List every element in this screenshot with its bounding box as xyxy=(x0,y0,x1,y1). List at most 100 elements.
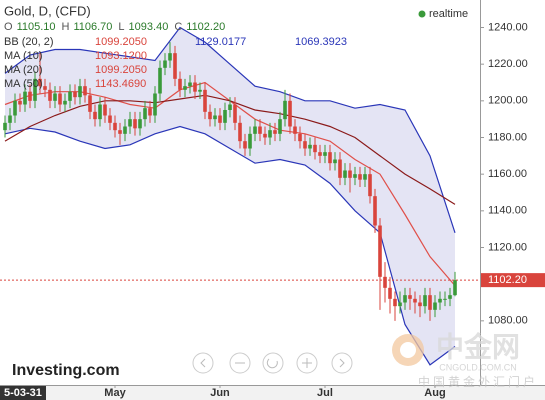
candle-body xyxy=(418,302,422,307)
y-tick-label: 1120.00 xyxy=(488,241,527,253)
candle-body xyxy=(423,295,427,307)
quote-value: 1105.10 xyxy=(17,21,56,33)
quote-value: 1102.20 xyxy=(186,21,225,33)
candle-body xyxy=(188,82,192,87)
nav-right[interactable] xyxy=(331,352,353,374)
y-tick-label: 1160.00 xyxy=(488,168,527,180)
candle-body xyxy=(263,133,267,138)
candle-body xyxy=(133,119,137,129)
x-tick-label: 5-03-31 xyxy=(4,387,42,399)
quote-key: O xyxy=(4,21,13,33)
watermark-site: CNGOLD.COM.CN xyxy=(439,362,517,372)
candle-body xyxy=(428,295,432,310)
nav-buttons xyxy=(192,352,353,374)
last-price-box xyxy=(481,273,545,288)
realtime-label: realtime xyxy=(429,8,468,20)
candle-body xyxy=(288,100,292,127)
watermark-name: 中金网 xyxy=(436,330,520,362)
candle-body xyxy=(398,302,402,307)
candle-body xyxy=(248,133,252,149)
quote-value: 1093.40 xyxy=(129,21,169,33)
candle-body xyxy=(173,53,177,79)
candle-body xyxy=(158,67,162,94)
candle-body xyxy=(358,174,362,180)
indicator-value: 1093.1200 xyxy=(95,50,147,62)
candle-body xyxy=(368,174,372,197)
indicator-value: 1099.2050 xyxy=(95,64,147,76)
candle-body xyxy=(453,280,457,296)
candle-body xyxy=(168,53,172,61)
y-tick-label: 1200.00 xyxy=(488,95,528,107)
candle-body xyxy=(388,287,392,299)
candle-body xyxy=(203,89,207,112)
candle-body xyxy=(83,86,87,96)
candle-body xyxy=(208,111,212,120)
watermark-logo-inner xyxy=(400,342,416,358)
candle-body xyxy=(403,295,407,303)
indicator-line xyxy=(4,26,456,234)
candle-body xyxy=(48,89,52,101)
watermark: 中金网 CNGOLD.COM.CN 中国黄金外汇门户 xyxy=(392,330,538,389)
x-tick-label: Jun xyxy=(210,387,230,399)
candle-body xyxy=(108,115,112,123)
quote-value: 1106.70 xyxy=(73,21,112,33)
candle-body xyxy=(163,60,167,68)
candle-body xyxy=(298,133,302,142)
candle-body xyxy=(153,93,157,116)
candle-body xyxy=(333,159,337,164)
candle-body xyxy=(223,110,227,123)
candle-body xyxy=(28,91,32,101)
candle-body xyxy=(113,122,117,131)
y-tick-label: 1220.00 xyxy=(488,58,528,70)
indicator-name: MA (20) xyxy=(4,64,43,76)
time-axis xyxy=(0,385,545,400)
candle-body xyxy=(438,298,442,303)
candle-body xyxy=(383,276,387,288)
candle-body xyxy=(373,196,377,226)
candle-body xyxy=(313,144,317,153)
candle-body xyxy=(448,295,452,299)
candle-body xyxy=(353,174,357,178)
candle-body xyxy=(198,89,202,92)
candle-body xyxy=(98,104,102,120)
reset[interactable] xyxy=(262,352,284,374)
candle-body xyxy=(73,91,77,98)
watermark-slogan: 中国黄金外汇门户 xyxy=(418,374,538,389)
candle-body xyxy=(443,298,447,300)
candle-body xyxy=(408,295,412,299)
candle-body xyxy=(148,108,152,116)
indicator-value: 1143.4690 xyxy=(95,78,146,90)
candle-body xyxy=(323,152,327,156)
candle-body xyxy=(218,115,222,123)
candle-body xyxy=(93,111,97,120)
x-tick-label: Jul xyxy=(317,387,333,399)
candle-body xyxy=(233,104,237,123)
indicator-name: MA (10) xyxy=(4,50,43,62)
candle-body xyxy=(88,95,92,112)
candle-body xyxy=(38,78,42,87)
candle-body xyxy=(283,100,287,120)
nav-left[interactable] xyxy=(192,352,214,374)
candle-body xyxy=(318,152,322,156)
candle-body xyxy=(278,119,282,134)
candle-body xyxy=(393,298,397,307)
candle-body xyxy=(13,100,17,116)
plot-area xyxy=(3,26,457,366)
candle-body xyxy=(103,104,107,116)
nav-icons xyxy=(200,358,345,369)
candle-body xyxy=(363,174,367,180)
candle-body xyxy=(18,100,22,105)
candle-body xyxy=(258,126,262,134)
candle-body xyxy=(293,126,297,134)
x-tick-label: May xyxy=(104,387,126,399)
candle-body xyxy=(143,108,147,120)
candle-body xyxy=(63,100,67,105)
quote-line: O 1105.10 H 1106.70 L 1093.40 C 1102.20 xyxy=(4,21,225,33)
y-tick-label: 1140.00 xyxy=(488,205,527,217)
indicator-value: 1099.2050 xyxy=(95,36,147,48)
candle-body xyxy=(33,78,37,101)
y-tick-label: 1240.00 xyxy=(488,21,528,33)
candle-body xyxy=(3,122,7,131)
quote-key: L xyxy=(118,21,124,33)
candle-body xyxy=(193,82,197,92)
